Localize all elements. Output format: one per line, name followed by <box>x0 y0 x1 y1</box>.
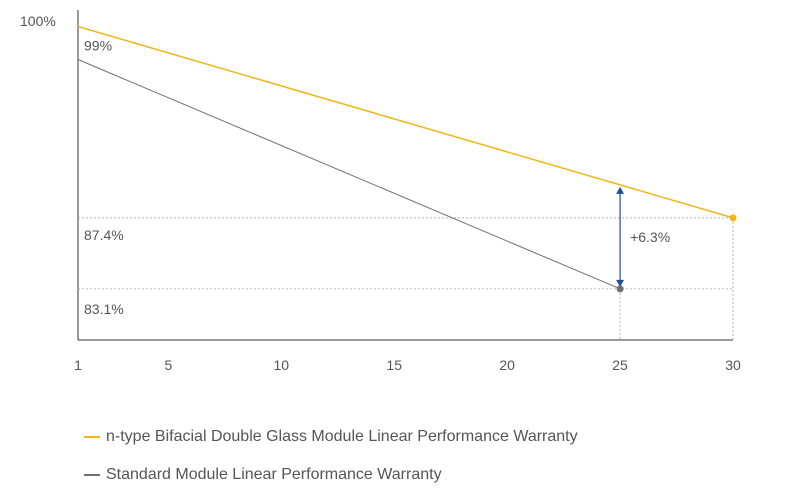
legend-label-standard: Standard Module Linear Performance Warra… <box>106 466 442 483</box>
series-marker-ntype-end <box>729 214 737 222</box>
legend-item-standard: Standard Module Linear Performance Warra… <box>84 466 442 484</box>
x-tick-label-1: 1 <box>74 357 82 373</box>
x-tick-label-30: 30 <box>725 357 741 373</box>
x-tick-label-10: 10 <box>273 357 289 373</box>
series-line-standard <box>77 59 621 290</box>
annotation-arrow-head-up <box>616 186 625 194</box>
legend-item-ntype: n-type Bifacial Double Glass Module Line… <box>84 428 578 446</box>
series-line-ntype <box>77 25 734 219</box>
series-marker-standard-end <box>616 285 624 293</box>
value-label-99pct: 99% <box>84 38 112 54</box>
x-tick-label-5: 5 <box>164 357 172 373</box>
x-tick-label-15: 15 <box>386 357 402 373</box>
x-tick-label-25: 25 <box>612 357 628 373</box>
legend-swatch-ntype <box>84 436 100 438</box>
annotation-label: +6.3% <box>630 229 670 245</box>
y-axis-top-label: 100% <box>20 13 56 29</box>
x-tick-label-20: 20 <box>499 357 515 373</box>
legend-swatch-standard <box>84 474 100 476</box>
value-label-87-4pct: 87.4% <box>84 227 124 243</box>
value-label-83-1pct: 83.1% <box>84 301 124 317</box>
annotation-arrow-head-down <box>616 279 625 287</box>
legend-label-ntype: n-type Bifacial Double Glass Module Line… <box>106 428 578 445</box>
